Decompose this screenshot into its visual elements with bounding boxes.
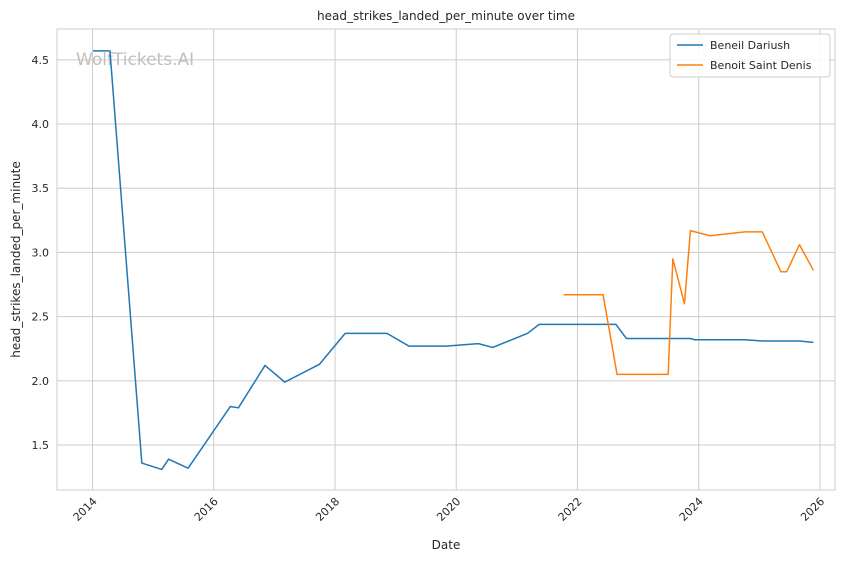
y-tick-label: 1.5 [32,439,50,452]
x-tick-label: 2014 [71,495,100,524]
x-tick-label: 2020 [434,495,463,524]
legend-box [669,33,831,78]
plot-area-frame [56,28,836,491]
legend-label: Benoit Saint Denis [710,59,812,72]
series-layer [93,50,815,471]
watermark-text: WolfTickets.AI [76,50,194,70]
x-tick-label: 2022 [556,495,585,524]
series-line-1 [93,50,814,471]
x-tick-label: 2026 [798,495,827,524]
x-tick-label: 2018 [313,495,342,524]
y-tick-label: 2.0 [32,375,50,388]
legend: Beneil Dariush Benoit Saint Denis [669,33,831,78]
x-tick-label: 2016 [192,495,221,524]
x-axis-ticks: 2014 2016 2018 2020 2022 2024 2026 [71,495,828,524]
x-tick-label: 2024 [677,495,706,524]
y-tick-label: 2.5 [32,311,50,324]
y-tick-label: 3.0 [32,246,50,259]
series-line-2 [563,229,815,376]
y-tick-label: 4.5 [32,54,50,67]
x-axis-label: Date [432,538,461,552]
y-axis-ticks: 1.5 2.0 2.5 3.0 3.5 4.0 4.5 [32,54,50,452]
legend-label: Beneil Dariush [710,39,790,52]
y-tick-label: 4.0 [32,118,50,131]
y-tick-label: 3.5 [32,182,50,195]
chart-title: head_strikes_landed_per_minute over time [317,9,575,23]
grid [57,29,835,490]
y-axis-label: head_strikes_landed_per_minute [9,161,23,358]
